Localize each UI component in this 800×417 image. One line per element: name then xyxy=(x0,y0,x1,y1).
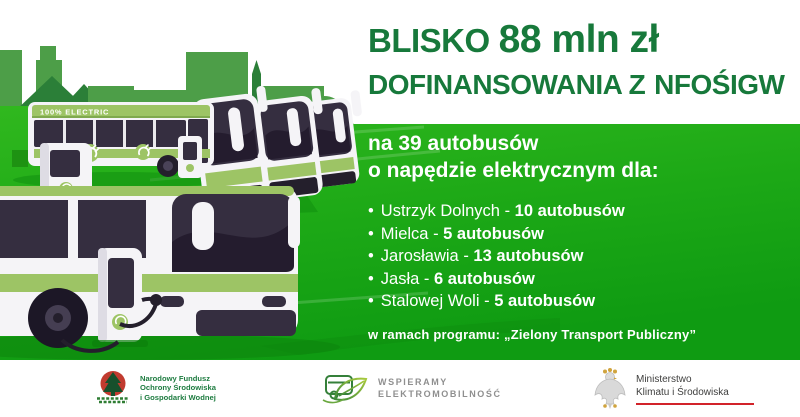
dash: - xyxy=(423,269,430,288)
nfosigw-label: Narodowy Fundusz Ochrony Środowiska i Go… xyxy=(140,373,216,402)
list-item: • Ustrzyk Dolnych - 10 autobusów xyxy=(368,202,625,220)
bus-count: 10 autobusów xyxy=(514,202,625,220)
electromobility-label: WSPIERAMY ELEKTROMOBILNOŚĆ xyxy=(378,377,502,399)
ministry-logo: Ministerstwo Klimatu i Środowiska xyxy=(592,367,754,411)
city: Jarosławia xyxy=(380,247,459,265)
nfosigw-tree-icon xyxy=(97,371,129,404)
bus-count: 5 autobusów xyxy=(494,292,596,310)
bus-count: 6 autobusów xyxy=(434,269,535,288)
dash: - xyxy=(463,247,469,265)
front-bus-2 xyxy=(255,88,323,200)
charging-station-mid xyxy=(178,136,202,178)
list-item: • Mielca - 5 autobusów xyxy=(368,224,544,243)
ministry-label: Ministerstwo Klimatu i Środowiska xyxy=(636,373,754,406)
panel-heading-line-2: o napędzie elektrycznym dla: xyxy=(368,159,659,182)
program-footnote: w ramach programu: „Zielony Transport Pu… xyxy=(368,326,697,342)
eagle-icon xyxy=(594,368,626,409)
dash: - xyxy=(504,202,511,220)
list-item: • Stalowej Woli - 5 autobusów xyxy=(368,292,596,310)
charging-station-front xyxy=(92,248,148,347)
city: Jasła xyxy=(380,269,420,288)
headline-prefix: BLISKO xyxy=(368,22,490,59)
big-bus-shadow xyxy=(0,334,340,360)
dash: - xyxy=(484,292,490,310)
foreground-bus xyxy=(0,186,300,348)
footer-logo-bar: Narodowy Fundusz Ochrony Środowiska i Go… xyxy=(0,360,800,417)
bus-count: 5 autobusów xyxy=(443,224,544,243)
dash: - xyxy=(433,224,439,243)
bus-leaf-icon xyxy=(322,375,368,404)
bus-roof-label: 100% ELECTRIC xyxy=(40,108,109,117)
city: Mielca xyxy=(380,224,429,243)
panel-heading-line-1: na 39 autobusów xyxy=(368,132,539,155)
charging-badge-icon xyxy=(135,143,152,160)
electromobility-logo: WSPIERAMY ELEKTROMOBILNOŚĆ xyxy=(322,369,502,407)
distant-charger xyxy=(12,150,28,167)
headline: BLISKO 88 mln zł DOFINANSOWANIA Z NFOŚIG… xyxy=(368,18,792,101)
headline-sub: DOFINANSOWANIA Z xyxy=(368,69,646,100)
headline-org: NFOŚIGW xyxy=(654,69,785,100)
list-item: • Jasła - 6 autobusów xyxy=(368,269,535,288)
headline-line-1: BLISKO 88 mln zł xyxy=(368,18,792,62)
city: Stalowej Woli xyxy=(380,292,480,310)
city-list: • Ustrzyk Dolnych - 10 autobusów • Mielca … xyxy=(368,200,788,313)
city: Ustrzyk Dolnych xyxy=(380,202,500,220)
list-item: • Jarosławia - 13 autobusów xyxy=(368,247,584,265)
electric-bus-illustration: 100% ELECTRIC xyxy=(0,46,800,360)
ministry-red-underline xyxy=(636,402,754,406)
headline-line-2: DOFINANSOWANIA Z NFOŚIGW xyxy=(368,69,792,101)
charging-cables xyxy=(60,296,158,353)
bus-mirror xyxy=(288,196,300,248)
nfosigw-logo: Narodowy Fundusz Ochrony Środowiska i Go… xyxy=(94,369,216,407)
funding-panel: na 39 autobusów o napędzie elektrycznym … xyxy=(368,130,788,342)
shadow-streak xyxy=(260,318,560,355)
headline-amount: 88 mln zł xyxy=(498,18,660,61)
bus-count: 13 autobusów xyxy=(473,247,584,265)
